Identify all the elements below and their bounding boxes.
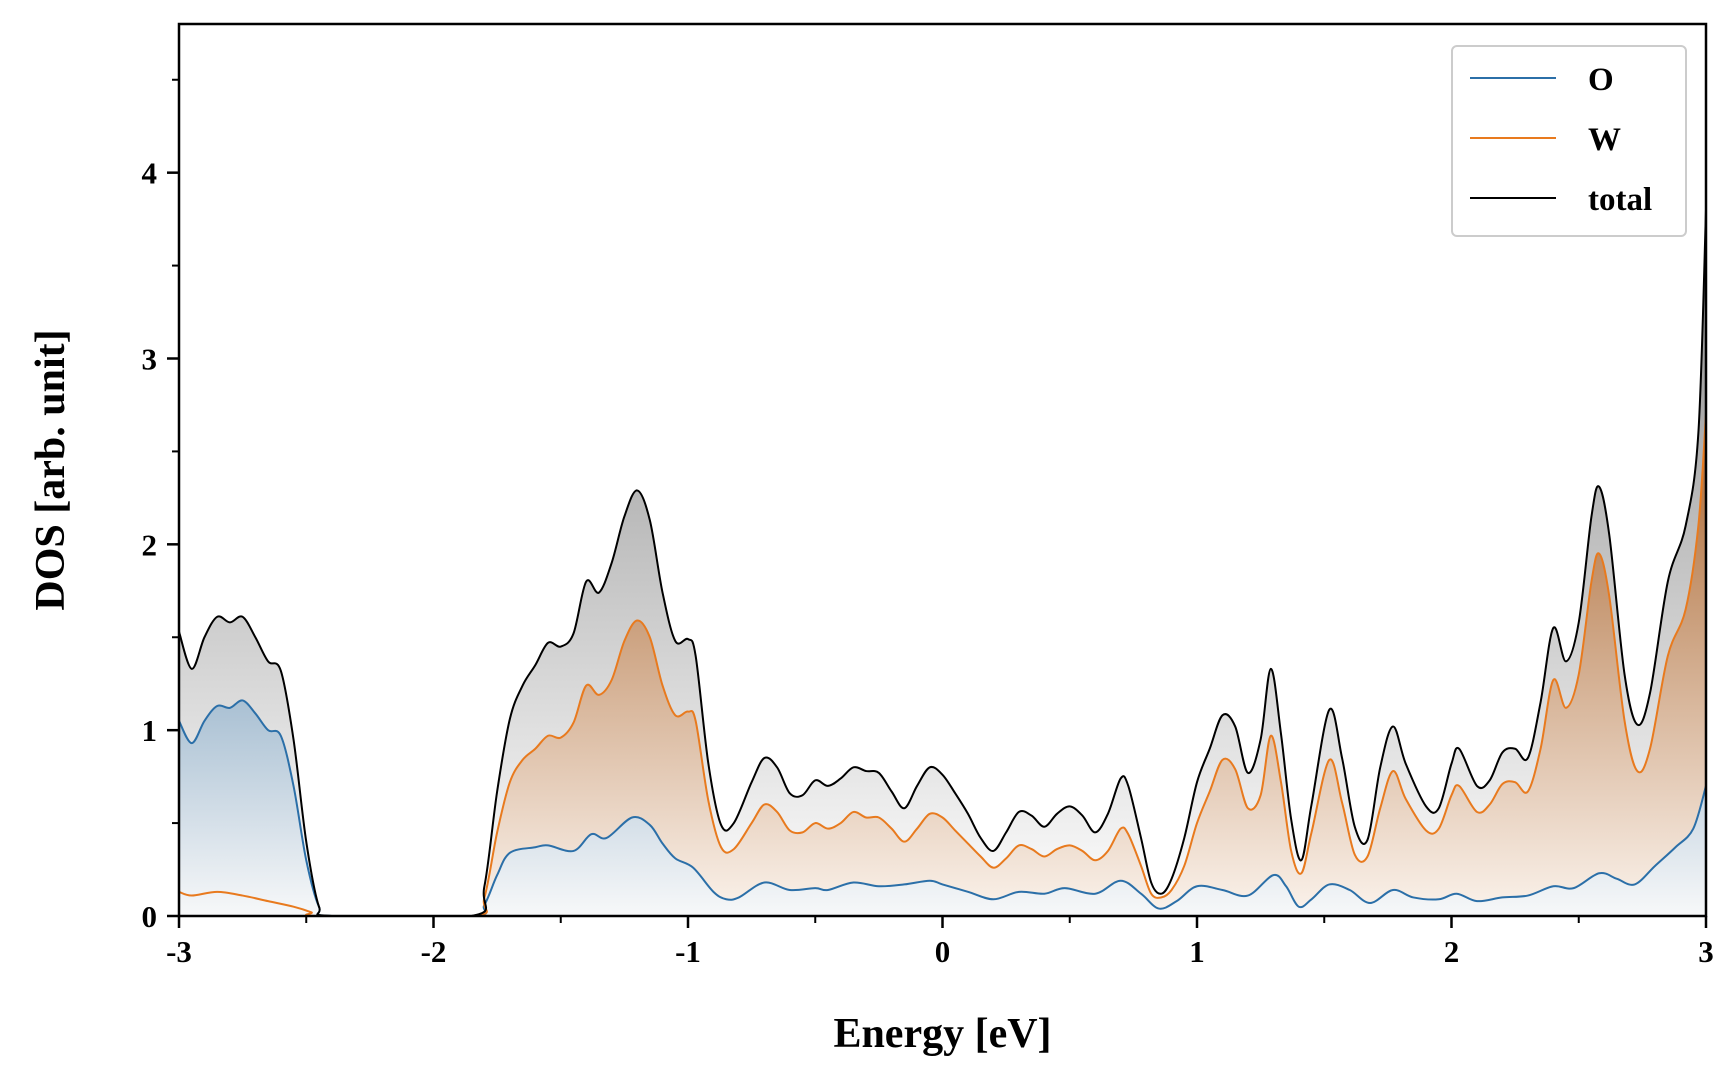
- x-tick-label: -1: [675, 934, 701, 969]
- x-tick-label: 0: [935, 934, 951, 969]
- legend-label-total: total: [1588, 182, 1652, 218]
- x-tick-label: -3: [166, 934, 192, 969]
- axis-ticks: [167, 78, 1708, 928]
- legend-box: [1451, 45, 1687, 237]
- y-tick-label: 1: [142, 713, 158, 748]
- series-line-total: [178, 209, 1707, 918]
- y-tick-label: 4: [142, 156, 158, 191]
- x-tick-labels: -3 -2 -1 0 1 2 3: [166, 934, 1714, 969]
- area-fill-total: [179, 209, 1706, 916]
- legend-label-o: O: [1588, 62, 1614, 98]
- x-tick-label: 2: [1444, 934, 1460, 969]
- series-line-w: [178, 414, 1707, 918]
- y-tick-label: 2: [142, 527, 158, 562]
- area-fill-w: [179, 414, 1706, 916]
- y-tick-label: 0: [142, 899, 158, 934]
- x-axis-label: Energy [eV]: [833, 1011, 1051, 1057]
- x-tick-label: 1: [1189, 934, 1205, 969]
- legend-label-w: W: [1588, 122, 1621, 158]
- y-tick-labels: 0 1 2 3 4: [142, 156, 158, 934]
- y-tick-label: 3: [142, 342, 158, 377]
- area-fills: [179, 209, 1706, 916]
- x-tick-label: -2: [421, 934, 447, 969]
- y-axis-label: DOS [arb. unit]: [28, 329, 74, 610]
- area-fill-o: [179, 700, 1706, 916]
- x-tick-label: 3: [1698, 934, 1714, 969]
